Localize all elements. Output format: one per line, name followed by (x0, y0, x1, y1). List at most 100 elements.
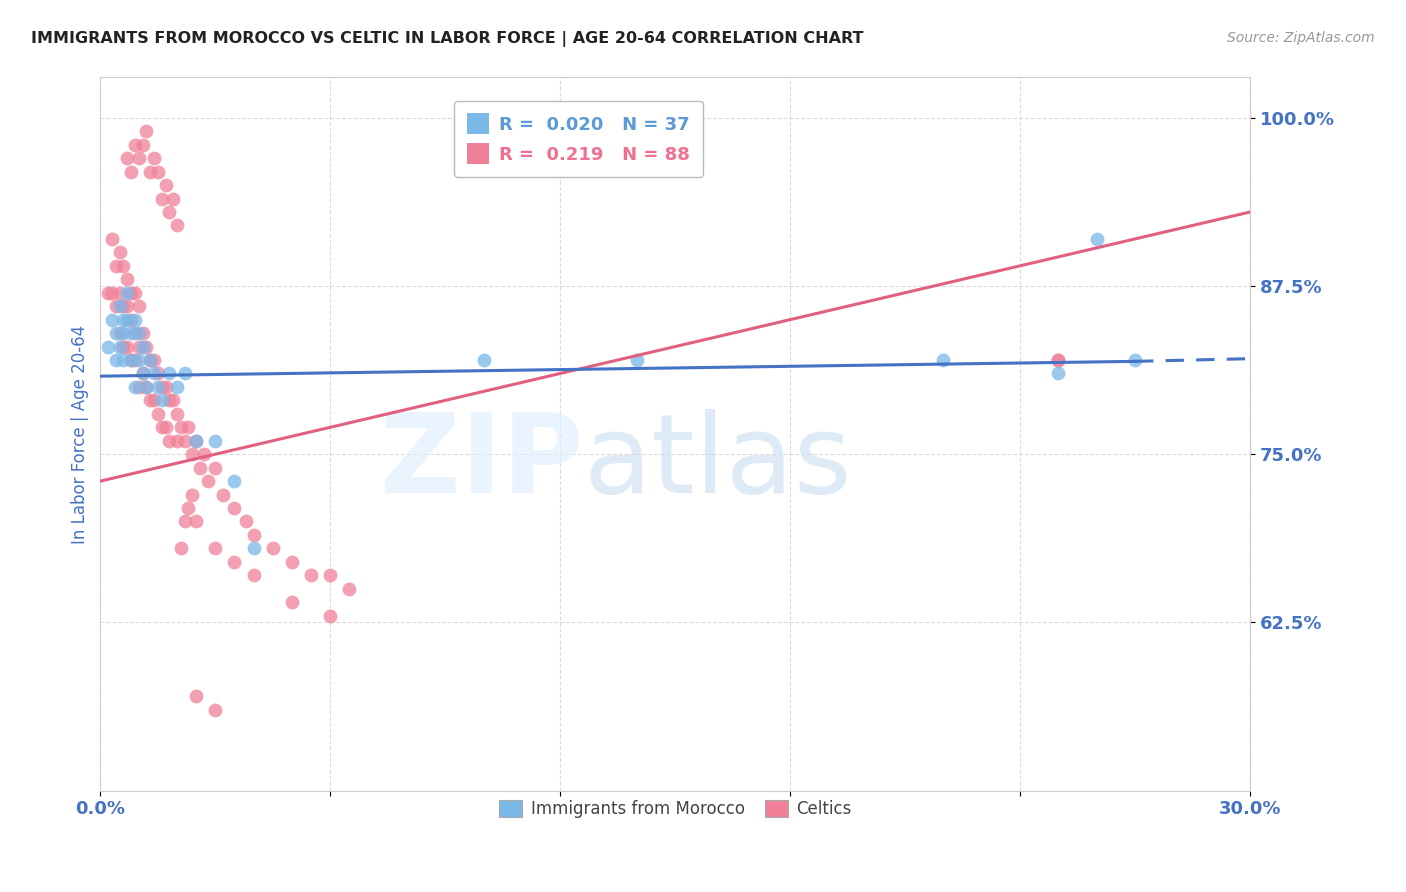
Point (143, 367, 166, 381)
Point (128, 299, 150, 313)
Point (120, 353, 142, 368)
Point (150, 420, 173, 434)
Point (932, 353, 955, 368)
Point (112, 259, 135, 273)
Point (186, 690, 208, 704)
Point (104, 259, 127, 273)
Point (128, 353, 150, 368)
Point (224, 501, 246, 516)
Point (124, 380, 146, 394)
Point (104, 326, 127, 340)
Point (115, 272, 138, 286)
Point (197, 474, 219, 488)
Point (115, 340, 138, 354)
Point (120, 285, 142, 300)
Text: IMMIGRANTS FROM MOROCCO VS CELTIC IN LABOR FORCE | AGE 20-64 CORRELATION CHART: IMMIGRANTS FROM MOROCCO VS CELTIC IN LAB… (31, 31, 863, 47)
Point (101, 285, 124, 300)
Point (162, 393, 184, 408)
Point (124, 326, 146, 340)
Point (212, 487, 235, 501)
Point (150, 380, 173, 394)
Point (1123, 353, 1146, 368)
Point (299, 568, 322, 582)
Point (181, 487, 204, 501)
Point (162, 192, 184, 206)
Point (146, 367, 169, 381)
Point (472, 353, 495, 368)
Point (135, 124, 157, 138)
Text: Source: ZipAtlas.com: Source: ZipAtlas.com (1227, 31, 1375, 45)
Point (204, 541, 226, 556)
Point (1047, 367, 1070, 381)
Point (177, 501, 200, 516)
Point (173, 515, 195, 529)
Point (193, 447, 215, 461)
Point (150, 393, 173, 408)
Point (177, 420, 200, 434)
Point (150, 192, 173, 206)
Point (166, 380, 188, 394)
Point (235, 515, 257, 529)
Point (173, 434, 195, 448)
Point (120, 164, 142, 178)
Point (281, 595, 304, 609)
Point (115, 285, 138, 300)
Point (112, 353, 135, 368)
Point (204, 703, 226, 717)
Point (104, 299, 127, 313)
Point (166, 434, 188, 448)
Point (242, 568, 264, 582)
Point (181, 447, 204, 461)
Point (112, 312, 135, 326)
Point (131, 340, 153, 354)
Point (104, 353, 127, 368)
Point (170, 420, 193, 434)
Point (242, 528, 264, 542)
Point (131, 367, 153, 381)
Point (626, 353, 648, 368)
Point (128, 380, 150, 394)
Point (108, 340, 131, 354)
Point (186, 434, 208, 448)
Point (319, 608, 342, 623)
Point (139, 353, 162, 368)
Point (170, 541, 193, 556)
Point (124, 312, 146, 326)
Point (143, 393, 166, 408)
Point (166, 407, 188, 421)
Point (128, 326, 150, 340)
Point (1047, 353, 1070, 368)
Text: ZIP: ZIP (380, 409, 583, 516)
Point (281, 555, 304, 569)
Point (101, 232, 124, 246)
Point (115, 151, 138, 165)
Point (143, 151, 166, 165)
Point (186, 515, 208, 529)
Legend: Immigrants from Morocco, Celtics: Immigrants from Morocco, Celtics (492, 794, 858, 825)
Point (157, 205, 180, 219)
Point (128, 151, 150, 165)
Point (120, 353, 142, 368)
Point (112, 299, 135, 313)
Point (112, 326, 135, 340)
Point (135, 380, 157, 394)
Point (262, 541, 284, 556)
Point (155, 178, 177, 192)
Point (131, 367, 153, 381)
Point (101, 312, 124, 326)
Point (115, 299, 138, 313)
Y-axis label: In Labor Force | Age 20-64: In Labor Force | Age 20-64 (72, 325, 89, 543)
Point (1047, 353, 1070, 368)
Point (186, 434, 208, 448)
Point (319, 568, 342, 582)
Point (146, 407, 169, 421)
Point (173, 367, 195, 381)
Point (155, 380, 177, 394)
Point (139, 393, 162, 408)
Point (124, 285, 146, 300)
Point (112, 340, 135, 354)
Point (108, 245, 131, 260)
Point (224, 555, 246, 569)
Point (131, 326, 153, 340)
Point (135, 340, 157, 354)
